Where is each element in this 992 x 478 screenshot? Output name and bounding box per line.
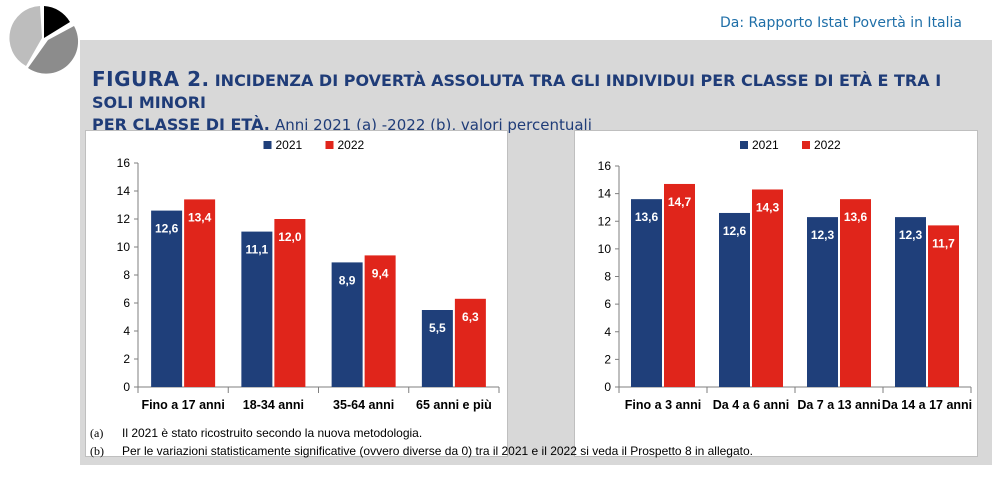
chart0-data-label: 12,6 xyxy=(155,222,179,236)
footnote-b: (b) Per le variazioni statisticamente si… xyxy=(90,442,753,460)
chart1-data-label: 13,6 xyxy=(844,210,868,224)
chart1-data-label: 11,7 xyxy=(932,236,955,250)
chart0-data-label: 6,3 xyxy=(462,310,479,324)
chart0-y-tick-label: 16 xyxy=(117,156,131,170)
chart0-legend-swatch-2021 xyxy=(263,141,272,149)
chart1-bar-2022 xyxy=(664,183,695,387)
chart1-legend-label: 2022 xyxy=(814,138,841,152)
chart1-y-tick-label: 12 xyxy=(598,214,612,228)
chart0-y-tick-label: 2 xyxy=(123,352,130,366)
chart1-category-label: Da 4 a 6 anni xyxy=(713,398,789,412)
chart1-data-label: 14,7 xyxy=(668,195,692,209)
chart0-y-tick-label: 8 xyxy=(123,268,130,282)
chart0-data-label: 11,1 xyxy=(246,243,269,257)
chart0-y-tick-label: 0 xyxy=(123,380,130,394)
chart0-y-tick-label: 6 xyxy=(123,296,130,310)
chart1-bar-2021 xyxy=(895,217,926,387)
chart0-category-label: 65 anni e più xyxy=(416,398,492,412)
chart0-bar-2021 xyxy=(421,310,453,387)
footnote-key: (a) xyxy=(90,426,104,440)
chart0-y-tick-label: 12 xyxy=(117,212,131,226)
chart0-legend-label: 2022 xyxy=(338,138,365,152)
figure-subtitle: Anni 2021 (a) -2022 (b), valori percentu… xyxy=(274,116,592,134)
chart1-y-tick-label: 0 xyxy=(604,380,611,394)
footnote-key: (b) xyxy=(90,444,104,458)
figure-title-line2: PER CLASSE DI ETÀ. xyxy=(92,115,270,134)
chart0-y-tick-label: 14 xyxy=(117,184,131,198)
chart0-y-tick-label: 10 xyxy=(117,240,131,254)
chart0-bar-2022 xyxy=(454,298,486,387)
source-label: Da: Rapporto Istat Povertà in Italia xyxy=(719,15,962,31)
footnotes: (a) Il 2021 è stato ricostruito secondo … xyxy=(90,424,753,460)
chart1-category-label: Da 14 a 17 anni xyxy=(882,398,972,412)
chart0-category-label: Fino a 17 anni xyxy=(141,398,224,412)
chart1-legend-label: 2021 xyxy=(752,138,779,152)
chart0-data-label: 9,4 xyxy=(372,266,389,280)
chart0-bar-2021 xyxy=(151,210,183,387)
chart0-data-label: 12,0 xyxy=(278,230,302,244)
chart1-bar-2022 xyxy=(928,225,959,387)
figure-title-line1: INCIDENZA DI POVERTÀ ASSOLUTA TRA GLI IN… xyxy=(92,71,942,112)
chart1-bar-2022 xyxy=(752,189,783,387)
chart1-y-tick-label: 6 xyxy=(604,297,611,311)
chart1-category-label: Da 7 a 13 anni xyxy=(797,398,880,412)
figure-label: FIGURA 2. xyxy=(92,67,210,91)
chart-age-classes: 0 2 4 6 8 10 12 14 16 12,6 13,4 Fino a 17 anni 11,1 1… xyxy=(85,130,508,457)
chart1-bar-2022 xyxy=(840,199,871,387)
chart1-data-label: 14,3 xyxy=(756,200,780,214)
chart1-y-tick-label: 14 xyxy=(598,187,612,201)
chart1-data-label: 12,3 xyxy=(899,228,923,242)
chart1-category-label: Fino a 3 anni xyxy=(625,398,701,412)
chart1-y-tick-label: 16 xyxy=(598,159,612,173)
chart-minors: 0 2 4 6 8 10 12 14 16 13,6 14,7 Fino a 3 anni 12,6 14… xyxy=(574,130,978,457)
chart0-data-label: 8,9 xyxy=(339,273,356,287)
chart1-legend-swatch-2021 xyxy=(740,141,748,149)
figure-title: FIGURA 2. INCIDENZA DI POVERTÀ ASSOLUTA … xyxy=(92,68,982,136)
chart1-data-label: 12,3 xyxy=(811,228,835,242)
chart0-category-label: 35-64 anni xyxy=(333,398,394,412)
chart1-y-tick-label: 8 xyxy=(604,270,611,284)
chart1-legend-swatch-2022 xyxy=(802,141,810,149)
chart0-data-label: 13,4 xyxy=(188,210,212,224)
figure-panel: FIGURA 2. INCIDENZA DI POVERTÀ ASSOLUTA … xyxy=(80,40,992,465)
chart-age-classes-svg: 0 2 4 6 8 10 12 14 16 12,6 13,4 Fino a 17 anni 11,1 1… xyxy=(117,138,500,412)
footnote-text: Per le variazioni statisticamente signif… xyxy=(122,444,753,458)
chart1-data-label: 12,6 xyxy=(723,224,747,238)
chart0-category-label: 18-34 anni xyxy=(243,398,304,412)
pie-chart-icon xyxy=(9,6,79,74)
footnote-text: Il 2021 è stato ricostruito secondo la n… xyxy=(122,426,423,440)
chart1-y-tick-label: 4 xyxy=(604,325,611,339)
chart0-bar-2021 xyxy=(331,262,363,387)
chart0-bar-2022 xyxy=(274,219,306,387)
chart0-legend-swatch-2022 xyxy=(325,141,334,149)
chart0-bar-2022 xyxy=(364,255,396,387)
chart1-bar-2021 xyxy=(631,199,662,387)
chart1-bar-2021 xyxy=(807,217,838,387)
chart1-data-label: 13,6 xyxy=(635,210,659,224)
chart0-data-label: 5,5 xyxy=(429,321,446,335)
footnote-a: (a) Il 2021 è stato ricostruito secondo … xyxy=(90,424,753,442)
chart1-y-tick-label: 2 xyxy=(604,352,611,366)
chart1-bar-2021 xyxy=(719,212,750,387)
chart0-legend-label: 2021 xyxy=(276,138,303,152)
chart0-bar-2022 xyxy=(184,199,216,387)
chart1-y-tick-label: 10 xyxy=(598,242,612,256)
chart0-bar-2021 xyxy=(241,231,273,387)
chart0-y-tick-label: 4 xyxy=(123,324,130,338)
chart-minors-svg: 0 2 4 6 8 10 12 14 16 13,6 14,7 Fino a 3 anni 12,6 14… xyxy=(598,138,973,412)
